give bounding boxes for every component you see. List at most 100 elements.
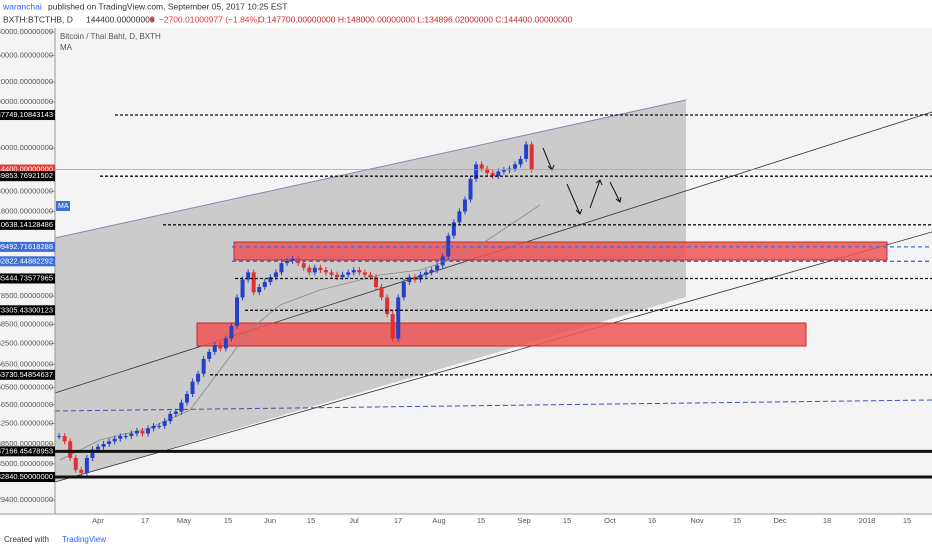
candle xyxy=(279,263,284,273)
channel-bottom xyxy=(54,231,932,483)
x-tick-label: Oct xyxy=(604,516,617,525)
candle xyxy=(79,469,84,473)
symbol: BXTH:BTCTHB, D xyxy=(3,14,73,24)
x-tick-label: Apr xyxy=(92,516,104,525)
candle xyxy=(140,430,145,434)
candle xyxy=(123,436,128,438)
candle xyxy=(412,277,417,280)
x-tick-label: 15 xyxy=(224,516,232,525)
moving-average xyxy=(59,204,541,461)
x-tick-label: Nov xyxy=(690,516,704,525)
price-label-box xyxy=(0,241,55,252)
candle xyxy=(235,297,239,326)
support-zone xyxy=(196,322,807,347)
candle xyxy=(451,222,456,236)
x-tick-label: 17 xyxy=(141,516,149,525)
price-label: 73305.43300123 xyxy=(0,305,53,314)
y-tick-label: 46500.00000000 xyxy=(0,400,53,409)
candle xyxy=(212,345,217,352)
candle xyxy=(312,267,317,273)
candle xyxy=(146,428,151,434)
candle xyxy=(207,351,212,359)
y-tick-label: 68500.00000000 xyxy=(0,319,53,328)
candle xyxy=(424,272,429,275)
x-tick-label: 2018 xyxy=(859,516,876,525)
candle xyxy=(435,265,440,271)
candle xyxy=(112,438,117,442)
candle xyxy=(446,235,451,257)
change: ▼ −2700.01000977 (−1.84%) xyxy=(148,14,260,24)
candle xyxy=(329,272,334,275)
price-label: 53730.54854637 xyxy=(0,370,53,379)
y-tick-label: 118000.00000000 xyxy=(0,206,53,215)
candle xyxy=(179,402,184,412)
candle xyxy=(518,158,523,165)
author[interactable]: waranchai xyxy=(2,1,42,11)
candle xyxy=(374,277,378,288)
candle xyxy=(401,282,406,298)
y-tick-label: 130000.00000000 xyxy=(0,186,53,195)
candle xyxy=(173,411,178,414)
candle xyxy=(379,287,384,298)
y-tick-label: 62500.00000000 xyxy=(0,338,53,347)
candle xyxy=(307,267,312,273)
y-tick-label: 220000.00000000 xyxy=(0,77,53,86)
y-tick-label: 200000.00000000 xyxy=(0,97,53,106)
x-tick-label: 15 xyxy=(733,516,741,525)
candle xyxy=(196,373,201,382)
candle xyxy=(223,338,228,349)
price-label-box xyxy=(0,110,55,121)
candle xyxy=(524,144,529,159)
channel-top xyxy=(54,99,687,239)
price-label: 99492.71618288 xyxy=(0,242,53,251)
price-label-box xyxy=(0,369,55,380)
price-label-box xyxy=(0,273,55,284)
candle xyxy=(407,277,412,283)
x-tick-label: 18 xyxy=(823,516,831,525)
candle xyxy=(57,436,62,438)
candle xyxy=(240,279,245,298)
candle xyxy=(251,272,256,293)
x-tick-label: Dec xyxy=(773,516,787,525)
candle xyxy=(129,433,134,437)
y-tick-label: 38500.00000000 xyxy=(0,439,53,448)
published: published on TradingView.com, September … xyxy=(48,1,287,11)
candle xyxy=(429,270,434,273)
y-tick-label: 35000.00000000 xyxy=(0,459,53,468)
candle xyxy=(118,436,123,439)
candle xyxy=(468,178,473,200)
x-tick-label: May xyxy=(177,516,191,525)
price-label: 37166.45478953 xyxy=(0,446,53,455)
footer-created: Created with xyxy=(4,535,49,544)
candle xyxy=(62,436,67,442)
candle xyxy=(351,270,356,273)
price-label: 144400.00000000 xyxy=(0,165,53,174)
y-tick-label: 29400.00000000 xyxy=(0,495,53,504)
candle xyxy=(229,325,234,339)
price-label: 32840.50000000 xyxy=(0,472,53,481)
candle xyxy=(107,441,112,445)
price-label: 139853.76921502 xyxy=(0,171,53,180)
price-label-box xyxy=(0,305,55,316)
candle xyxy=(318,267,323,271)
price-label-box xyxy=(0,164,55,175)
candle xyxy=(513,164,517,169)
price-label-box xyxy=(0,256,55,267)
candle xyxy=(134,430,139,434)
candle xyxy=(257,287,262,293)
price-label-box xyxy=(0,472,55,483)
price-label: 92822.44882292 xyxy=(0,256,53,265)
price-label-box xyxy=(0,171,55,182)
y-tick-label: 160000.00000000 xyxy=(0,143,53,152)
candle xyxy=(268,277,273,283)
candle xyxy=(262,282,267,288)
footer-brand[interactable]: TradingView xyxy=(62,535,106,544)
x-tick-label: 15 xyxy=(307,516,315,525)
x-tick-label: Jun xyxy=(264,516,276,525)
candle xyxy=(490,173,495,176)
y-tick-label: 78500.00000000 xyxy=(0,291,53,300)
candle xyxy=(290,258,295,261)
legend-pair: Bitcoin / Thai Baht, D, BXTH xyxy=(60,32,161,41)
